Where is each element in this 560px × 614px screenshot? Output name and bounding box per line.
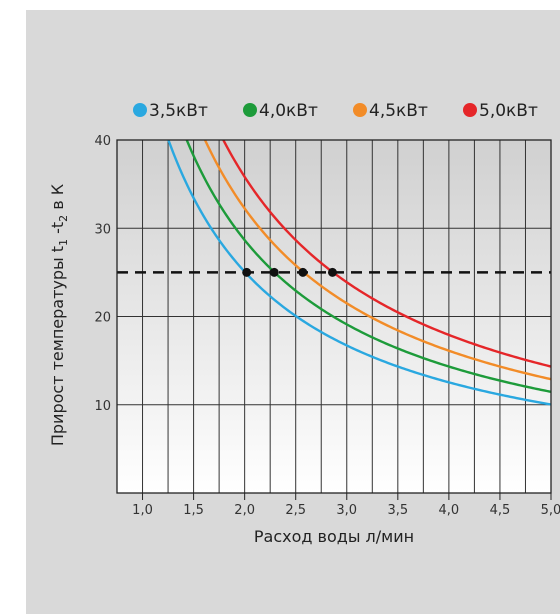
series-marker-point bbox=[327, 267, 337, 277]
y-tick-label: 20 bbox=[94, 311, 111, 326]
y-tick-label: 10 bbox=[94, 399, 111, 414]
y-axis-label-mid: -t bbox=[48, 222, 67, 239]
x-axis-label: Расход воды л/мин bbox=[254, 527, 414, 546]
x-tick-label: 4,0 bbox=[439, 503, 460, 518]
y-axis-ticks: 10 20 30 40 bbox=[94, 134, 111, 414]
series-markers bbox=[242, 267, 337, 277]
y-tick-label: 40 bbox=[94, 134, 111, 149]
y-tick-label: 30 bbox=[94, 222, 111, 237]
legend-swatch bbox=[353, 103, 367, 117]
x-tick-label: 2,5 bbox=[285, 503, 306, 518]
series-line bbox=[185, 140, 551, 394]
series-line bbox=[203, 140, 551, 381]
x-tick-label: 4,5 bbox=[490, 503, 511, 518]
x-tick-label: 3,0 bbox=[336, 503, 357, 518]
legend-label: 4,5кВт bbox=[369, 101, 428, 121]
legend-label: 5,0кВт bbox=[479, 101, 538, 121]
x-tick-label: 3,5 bbox=[387, 503, 408, 518]
plot-frame bbox=[116, 139, 552, 494]
series-marker-point bbox=[269, 267, 279, 277]
x-tick-label: 5,0 bbox=[541, 503, 560, 518]
legend-label: 3,5кВт bbox=[149, 101, 208, 121]
y-axis-label-end: в К bbox=[48, 183, 67, 215]
legend-label: 4,0кВт bbox=[259, 101, 318, 121]
y-axis-label-base: Прирост температуры t bbox=[48, 246, 67, 446]
y-axis-label-sub2: 2 bbox=[57, 215, 70, 222]
legend-swatch bbox=[243, 103, 257, 117]
series-line bbox=[221, 140, 551, 368]
x-axis-ticks: 1,0 1,5 2,0 2,5 3,0 3,5 4,0 4,5 5,0 bbox=[132, 493, 560, 518]
x-tick-label: 2,0 bbox=[234, 503, 255, 518]
y-axis-label-sub1: 1 bbox=[57, 239, 70, 246]
x-tick-label: 1,0 bbox=[132, 503, 153, 518]
series-curves bbox=[167, 140, 551, 406]
x-tick-label: 1,5 bbox=[183, 503, 204, 518]
series-line bbox=[167, 140, 551, 406]
legend-swatch bbox=[463, 103, 477, 117]
legend: 3,5кВт 4,0кВт 4,5кВт 5,0кВт bbox=[133, 101, 538, 121]
series-marker-point bbox=[242, 267, 252, 277]
series-marker-point bbox=[298, 267, 308, 277]
legend-swatch bbox=[133, 103, 147, 117]
y-axis-label: Прирост температуры t1 -t2 в К bbox=[48, 183, 70, 446]
